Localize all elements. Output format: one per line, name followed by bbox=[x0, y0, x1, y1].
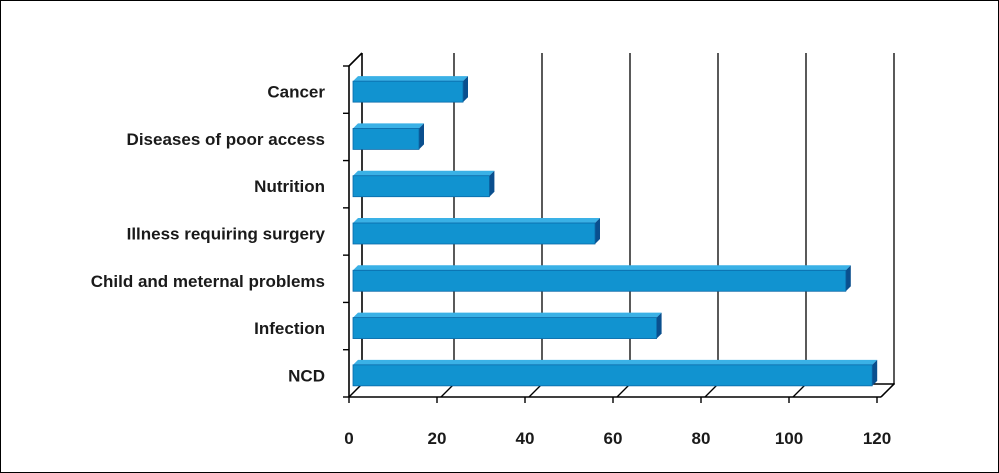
bar-end-face bbox=[872, 359, 878, 386]
category-label: Cancer bbox=[267, 83, 325, 102]
category-label: Illness requiring surgery bbox=[127, 225, 326, 244]
floor-gridline-120 bbox=[880, 383, 895, 398]
x-tick-labels: 0 20 40 60 80 100 120 bbox=[344, 429, 891, 448]
bar-end-face bbox=[489, 170, 495, 197]
bar-front-face bbox=[352, 128, 420, 150]
bar-top-face bbox=[353, 312, 662, 318]
bar-top-face bbox=[353, 359, 878, 365]
bar-end-face bbox=[656, 312, 662, 339]
bar-front-face bbox=[352, 269, 847, 292]
x-tick-label: 40 bbox=[516, 429, 535, 448]
bar bbox=[352, 359, 878, 387]
bar-top-face bbox=[353, 123, 424, 129]
y-axis-top bbox=[348, 52, 363, 67]
x-tick-label: 120 bbox=[863, 429, 891, 448]
category-label: Diseases of poor access bbox=[127, 130, 325, 149]
bars bbox=[352, 76, 878, 387]
bar-top-face bbox=[353, 218, 600, 223]
bar-end-face bbox=[595, 218, 600, 244]
category-label: Nutrition bbox=[254, 177, 325, 196]
bar-front-face bbox=[352, 364, 873, 387]
bar-front-face bbox=[352, 175, 490, 198]
bar-end-face bbox=[463, 76, 468, 103]
category-label: NCD bbox=[288, 366, 325, 385]
bar bbox=[352, 265, 851, 292]
category-label: Infection bbox=[254, 319, 325, 338]
x-tick-label: 0 bbox=[344, 429, 353, 448]
x-tick-label: 20 bbox=[428, 429, 447, 448]
x-tick-label: 80 bbox=[692, 429, 711, 448]
bar bbox=[352, 76, 468, 103]
bar bbox=[352, 123, 424, 150]
bar-end-face bbox=[419, 123, 424, 150]
category-labels: Cancer Diseases of poor access Nutrition Il… bbox=[91, 83, 326, 386]
bar-top-face bbox=[353, 76, 468, 82]
bar-top-face bbox=[353, 265, 851, 271]
x-tick-label: 100 bbox=[775, 429, 803, 448]
bar-front-face bbox=[352, 222, 596, 245]
bar bbox=[352, 170, 495, 198]
bar-top-face bbox=[353, 170, 495, 176]
x-tick-label: 60 bbox=[604, 429, 623, 448]
bar-front-face bbox=[352, 317, 658, 339]
bar-end-face bbox=[845, 265, 851, 292]
bar-front-face bbox=[352, 80, 464, 103]
bar bbox=[352, 218, 600, 245]
bar bbox=[352, 312, 662, 339]
category-label: Child and meternal problems bbox=[91, 272, 325, 291]
